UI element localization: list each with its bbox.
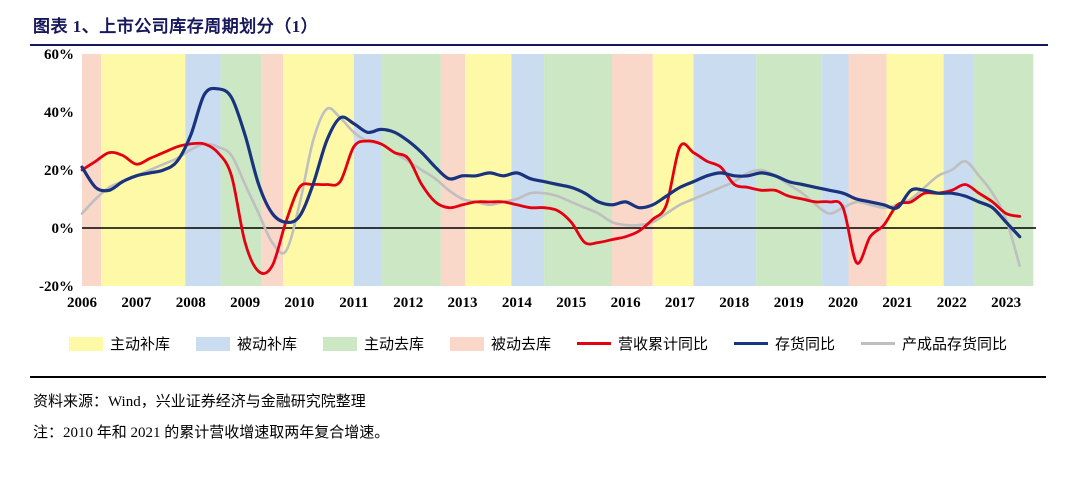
- footer-divider: [30, 376, 1046, 378]
- x-tick-label: 2023: [991, 295, 1021, 311]
- x-tick-label: 2014: [502, 295, 533, 311]
- x-tick-label: 2009: [230, 295, 260, 311]
- x-tick-label: 2012: [393, 295, 423, 311]
- x-tick-label: 2015: [556, 295, 586, 311]
- x-tick-label: 2017: [665, 295, 696, 311]
- phase-band: [544, 54, 612, 286]
- phase-band: [353, 54, 381, 286]
- phase-band: [101, 54, 186, 286]
- legend-item: 产成品存货同比: [861, 333, 1007, 354]
- legend-line-swatch: [734, 342, 769, 345]
- legend-item: 被动补库: [195, 333, 297, 354]
- x-tick-label: 2010: [284, 295, 314, 311]
- report-figure: 图表 1、上市公司库存周期划分（1） 60% 40% 20% 0% -20% 2006 20…: [0, 12, 1076, 478]
- legend-fill-swatch: [195, 336, 230, 351]
- legend-label: 产成品存货同比: [902, 337, 1008, 353]
- phase-band: [821, 54, 849, 286]
- legend-fill-swatch: [449, 336, 484, 351]
- legend-fill-swatch: [322, 336, 357, 351]
- x-tick-label: 2018: [719, 295, 749, 311]
- legend-label: 被动补库: [236, 337, 297, 353]
- x-tick-label: 2008: [176, 295, 206, 311]
- legend-line-swatch: [577, 342, 611, 345]
- x-tick-label: 2022: [937, 295, 967, 311]
- x-tick-label: 2013: [448, 295, 478, 311]
- chart-canvas: 60% 40% 20% 0% -20%2006 2007 2008 2009 2010 2011 2…: [39, 47, 1036, 311]
- y-tick-label: -20%: [39, 279, 74, 295]
- phase-band: [465, 54, 512, 286]
- y-tick-label: 60%: [44, 48, 74, 63]
- legend-fill-swatch: [68, 336, 103, 351]
- series-inventory-yoy: [80, 86, 1022, 239]
- x-tick-label: 2016: [611, 295, 642, 311]
- legend-label: 被动去库: [490, 337, 551, 353]
- legend-line-swatch: [861, 342, 896, 345]
- source-note: 资料来源：Wind，兴业证券经济与金融研究院整理: [33, 394, 366, 410]
- phase-band: [381, 54, 441, 286]
- x-tick-label: 2011: [339, 295, 368, 311]
- phase-band: [185, 54, 221, 286]
- x-tick-label: 2007: [121, 295, 152, 311]
- phase-band: [756, 54, 822, 286]
- y-tick-label: 0%: [52, 221, 75, 237]
- x-tick-label: 2021: [882, 295, 912, 311]
- phase-band: [886, 54, 944, 286]
- x-tick-label: 2006: [67, 295, 98, 311]
- legend-item: 主动去库: [322, 333, 424, 354]
- y-tick-label: 20%: [44, 163, 74, 179]
- y-tick-label: 40%: [44, 105, 74, 121]
- legend-item: 主动补库: [68, 333, 170, 354]
- legend-label: 营收累计同比: [618, 337, 709, 353]
- phase-band: [973, 54, 1034, 286]
- legend-item: 存货同比: [734, 333, 835, 354]
- legend-item: 营收累计同比: [577, 333, 708, 354]
- legend-label: 存货同比: [775, 337, 836, 353]
- chart-legend: 主动补库 被动补库 主动去库 被动去库 营收累计同比 存货同比 产成品存货同比: [20, 333, 1056, 354]
- series-revenue-cumulative-yoy: [80, 139, 1022, 275]
- x-tick-label: 2020: [828, 295, 858, 311]
- legend-item: 被动去库: [449, 333, 551, 354]
- phase-band: [612, 54, 653, 286]
- x-tick-label: 2019: [774, 295, 804, 311]
- title-divider: [30, 44, 1048, 46]
- legend-label: 主动去库: [363, 337, 424, 353]
- phase-band: [511, 54, 544, 286]
- legend-label: 主动补库: [109, 337, 170, 353]
- series-finished-goods-inventory-yoy: [80, 106, 1021, 267]
- phase-band: [943, 54, 974, 286]
- chart-title: 图表 1、上市公司库存周期划分（1）: [33, 17, 319, 36]
- phase-band: [848, 54, 887, 286]
- inventory-cycle-chart: 60% 40% 20% 0% -20% 2006 2007 2008 2009 2010 2011 2…: [24, 47, 1076, 321]
- phase-band: [440, 54, 466, 286]
- footnote: 注：2010 年和 2021 的累计营收增速取两年复合增速。: [33, 425, 390, 441]
